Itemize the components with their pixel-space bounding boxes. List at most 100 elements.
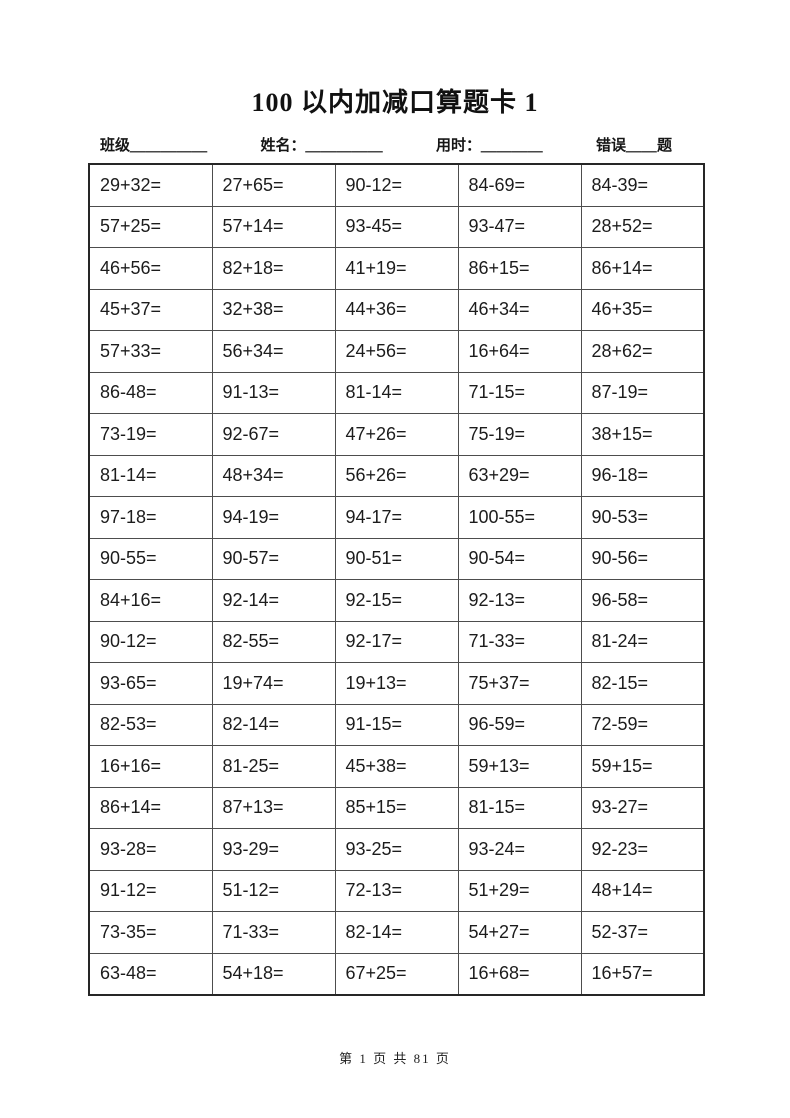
meta-line: 班级＿＿＿＿＿ 姓名：＿＿＿＿＿ 用时：＿＿＿＿ 错误＿＿题 [100,134,672,155]
problem-cell: 92-23= [580,828,705,871]
problem-row: 45+37= 32+38= 44+36= 46+34= 46+35= [88,288,705,331]
problem-cell: 92-17= [334,620,459,663]
problem-cell: 38+15= [580,413,705,456]
problem-cell: 82-14= [334,911,459,954]
problem-cell: 54+27= [457,911,582,954]
problem-cell: 57+25= [88,205,213,248]
problem-cell: 92-15= [334,579,459,622]
problem-cell: 90-54= [457,537,582,580]
problem-cell: 16+16= [88,745,213,788]
page-number-text: 第 1 页 共 81 页 [339,1051,451,1066]
time-blank: ＿＿＿＿ [480,137,543,154]
problem-row: 81-14= 48+34= 56+26= 63+29= 96-18= [88,454,705,497]
problem-cell: 93-24= [457,828,582,871]
problem-cell: 93-65= [88,662,213,705]
problem-cell: 92-13= [457,579,582,622]
problem-cell: 56+26= [334,454,459,497]
problem-cell: 93-27= [580,786,705,829]
time-label: 用时： [435,137,481,154]
problem-cell: 81-14= [334,371,459,414]
problem-cell: 93-29= [211,828,336,871]
name-field: 姓名：＿＿＿＿＿ [260,134,383,155]
problem-cell: 81-15= [457,786,582,829]
problem-cell: 91-15= [334,703,459,746]
error-blank: ＿＿ [625,137,657,154]
problem-cell: 27+65= [211,163,336,207]
problem-cell: 94-19= [211,496,336,539]
problem-cell: 90-12= [334,163,459,207]
problem-row: 57+33= 56+34= 24+56= 16+64= 28+62= [88,330,705,373]
problem-row: 97-18= 94-19= 94-17= 100-55= 90-53= [88,496,705,539]
problem-cell: 71-15= [457,371,582,414]
problem-cell: 92-67= [211,413,336,456]
problem-cell: 97-18= [88,496,213,539]
problem-cell: 16+68= [457,952,582,996]
problem-row: 90-55= 90-57= 90-51= 90-54= 90-56= [88,537,705,580]
problem-row: 93-65= 19+74= 19+13= 75+37= 82-15= [88,662,705,705]
problems-table: 29+32= 27+65= 90-12= 84-69= 84-39= 57+25= 57+1… [88,163,705,996]
problem-row: 86+14= 87+13= 85+15= 81-15= 93-27= [88,786,705,829]
problem-cell: 94-17= [334,496,459,539]
problem-cell: 16+57= [580,952,705,996]
problem-row: 63-48= 54+18= 67+25= 16+68= 16+57= [88,952,705,996]
problem-cell: 75-19= [457,413,582,456]
class-field: 班级＿＿＿＿＿ [100,134,208,155]
problem-cell: 63-48= [88,952,213,996]
problem-cell: 93-47= [457,205,582,248]
problem-cell: 46+34= [457,288,582,331]
problem-cell: 91-12= [88,869,213,912]
problem-cell: 16+64= [457,330,582,373]
problem-cell: 82-53= [88,703,213,746]
problem-cell: 81-24= [580,620,705,663]
problem-cell: 81-14= [88,454,213,497]
problem-cell: 93-25= [334,828,459,871]
problem-cell: 71-33= [211,911,336,954]
problem-cell: 90-12= [88,620,213,663]
problem-cell: 90-51= [334,537,459,580]
problem-cell: 84+16= [88,579,213,622]
problem-cell: 48+14= [580,869,705,912]
time-field: 用时：＿＿＿＿ [436,134,543,155]
problem-cell: 81-25= [211,745,336,788]
problem-cell: 85+15= [334,786,459,829]
problem-cell: 51-12= [211,869,336,912]
problem-cell: 59+13= [457,745,582,788]
problem-row: 93-28= 93-29= 93-25= 93-24= 92-23= [88,828,705,871]
problem-row: 90-12= 82-55= 92-17= 71-33= 81-24= [88,620,705,663]
problem-row: 84+16= 92-14= 92-15= 92-13= 96-58= [88,579,705,622]
problem-row: 73-19= 92-67= 47+26= 75-19= 38+15= [88,413,705,456]
problem-cell: 59+15= [580,745,705,788]
problem-cell: 87+13= [211,786,336,829]
problem-cell: 54+18= [211,952,336,996]
error-label: 错误 [595,137,626,154]
class-label: 班级 [100,137,131,154]
problem-row: 82-53= 82-14= 91-15= 96-59= 72-59= [88,703,705,746]
problem-row: 29+32= 27+65= 90-12= 84-69= 84-39= [88,163,705,207]
problem-cell: 93-28= [88,828,213,871]
problem-cell: 73-35= [88,911,213,954]
problem-cell: 72-59= [580,703,705,746]
problem-cell: 86-48= [88,371,213,414]
problem-cell: 41+19= [334,247,459,290]
problem-cell: 28+62= [580,330,705,373]
error-suffix: 题 [656,137,672,154]
problem-cell: 90-55= [88,537,213,580]
problem-cell: 56+34= [211,330,336,373]
problem-cell: 87-19= [580,371,705,414]
problem-cell: 82-55= [211,620,336,663]
problem-cell: 57+33= [88,330,213,373]
problem-cell: 19+13= [334,662,459,705]
problem-cell: 24+56= [334,330,459,373]
problem-cell: 93-45= [334,205,459,248]
problem-cell: 96-58= [580,579,705,622]
problem-cell: 46+35= [580,288,705,331]
problem-cell: 96-18= [580,454,705,497]
problem-row: 73-35= 71-33= 82-14= 54+27= 52-37= [88,911,705,954]
problem-cell: 51+29= [457,869,582,912]
error-field: 错误＿＿题 [596,134,672,155]
problem-cell: 82-14= [211,703,336,746]
problem-cell: 82+18= [211,247,336,290]
problem-cell: 29+32= [88,163,213,207]
problem-row: 86-48= 91-13= 81-14= 71-15= 87-19= [88,371,705,414]
problem-cell: 90-57= [211,537,336,580]
